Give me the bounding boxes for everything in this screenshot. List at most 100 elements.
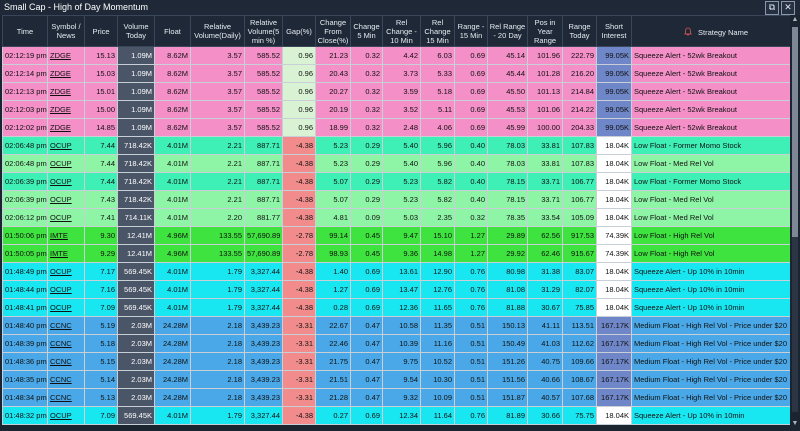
table-row[interactable]: 02:12:13 pm ZDGE 15.01 1.09M 8.62M 3.57 585.52… bbox=[2, 82, 790, 101]
scroll-down-icon[interactable]: ▼ bbox=[791, 420, 799, 427]
column-header[interactable]: Gap(%) bbox=[282, 15, 316, 47]
symbol-link[interactable]: CCNC bbox=[47, 388, 85, 407]
table-row[interactable]: 02:06:48 pm OCUP 7.44 718.42K 4.01M 2.21 887.7… bbox=[2, 136, 790, 155]
table-cell: 0.69 bbox=[350, 280, 383, 299]
time-cell: 02:06:48 pm bbox=[2, 154, 48, 173]
scroll-thumb[interactable] bbox=[792, 27, 798, 237]
column-header[interactable]: Rel Change - 10 Min bbox=[382, 15, 421, 47]
symbol-link[interactable]: OCUP bbox=[47, 154, 85, 173]
symbol-link[interactable]: ZDGE bbox=[47, 82, 85, 101]
table-cell: 9.36 bbox=[382, 244, 421, 263]
column-header[interactable]: Symbol / News bbox=[47, 15, 85, 47]
table-row[interactable]: 01:48:36 pm CCNC 5.15 2.03M 24.28M 2.18 3,439.… bbox=[2, 352, 790, 371]
table-row[interactable]: 02:06:12 pm OCUP 7.41 714.11K 4.01M 2.20 881.7… bbox=[2, 208, 790, 227]
table-cell: 7.41 bbox=[84, 208, 118, 227]
table-cell: 5.96 bbox=[420, 136, 455, 155]
symbol-link[interactable]: CCNC bbox=[47, 352, 85, 371]
column-header[interactable]: Pos in Year Range bbox=[527, 15, 563, 47]
column-header[interactable]: Rel Change 15 Min bbox=[420, 15, 455, 47]
column-header-label: Pos in Year Range bbox=[533, 17, 557, 45]
table-cell: 887.71 bbox=[244, 154, 283, 173]
table-row[interactable]: 02:06:39 pm OCUP 7.43 718.42K 4.01M 2.21 887.7… bbox=[2, 190, 790, 209]
table-row[interactable]: 01:48:41 pm OCUP 7.09 569.45K 4.01M 1.79 3,327… bbox=[2, 298, 790, 317]
symbol-link[interactable]: CCNC bbox=[47, 334, 85, 353]
table-row[interactable]: 01:48:44 pm OCUP 7.16 569.45K 4.01M 1.79 3,327… bbox=[2, 280, 790, 299]
table-cell: 78.15 bbox=[487, 172, 528, 191]
table-row[interactable]: 01:48:39 pm CCNC 5.18 2.03M 24.28M 2.18 3,439.… bbox=[2, 334, 790, 353]
strategy-cell: Low Float - Med Rel Vol bbox=[631, 208, 790, 227]
table-cell: 3.73 bbox=[382, 64, 421, 83]
table-cell: 2.18 bbox=[190, 388, 245, 407]
table-cell: 33.81 bbox=[527, 136, 563, 155]
table-row[interactable]: 02:12:19 pm ZDGE 15.13 1.09M 8.62M 3.57 585.52… bbox=[2, 46, 790, 65]
table-row[interactable]: 01:50:05 pm IMTE 9.29 12.41M 4.96M 133.55 57,6… bbox=[2, 244, 790, 263]
column-header[interactable]: Relative Volume(Daily) bbox=[190, 15, 245, 47]
symbol-link[interactable]: CCNC bbox=[47, 316, 85, 335]
short-interest-cell: 167.17K bbox=[596, 352, 632, 371]
column-header[interactable]: Strategy Name bbox=[631, 15, 790, 47]
table-cell: 222.79 bbox=[562, 46, 597, 65]
symbol-link[interactable]: OCUP bbox=[47, 280, 85, 299]
symbol-link[interactable]: OCUP bbox=[47, 136, 85, 155]
symbol-link[interactable]: ZDGE bbox=[47, 64, 85, 83]
table-cell: 4.01M bbox=[154, 280, 191, 299]
symbol-link[interactable]: OCUP bbox=[47, 298, 85, 317]
symbol-link[interactable]: OCUP bbox=[47, 172, 85, 191]
vertical-scrollbar[interactable]: ▲ ▼ bbox=[790, 15, 800, 429]
scroll-up-icon[interactable]: ▲ bbox=[791, 16, 799, 23]
table-cell: 0.69 bbox=[350, 406, 383, 425]
column-header[interactable]: Float bbox=[154, 15, 191, 47]
restore-icon[interactable]: ⧉ bbox=[765, 1, 779, 15]
symbol-link[interactable]: OCUP bbox=[47, 208, 85, 227]
table-row[interactable]: 02:06:39 pm OCUP 7.44 718.42K 4.01M 2.21 887.7… bbox=[2, 172, 790, 191]
symbol-link[interactable]: OCUP bbox=[47, 190, 85, 209]
column-header-label: Float bbox=[164, 26, 181, 36]
close-icon[interactable]: ✕ bbox=[781, 1, 795, 15]
symbol-link[interactable]: OCUP bbox=[47, 262, 85, 281]
column-header[interactable]: Change 5 Min bbox=[350, 15, 383, 47]
table-cell: 112.62 bbox=[562, 334, 597, 353]
table-cell: 0.29 bbox=[350, 154, 383, 173]
table-row[interactable]: 01:48:49 pm OCUP 7.17 569.45K 4.01M 1.79 3,327… bbox=[2, 262, 790, 281]
table-row[interactable]: 02:06:48 pm OCUP 7.44 718.42K 4.01M 2.21 887.7… bbox=[2, 154, 790, 173]
table-cell: 24.28M bbox=[154, 352, 191, 371]
table-row[interactable]: 02:12:03 pm ZDGE 15.00 1.09M 8.62M 3.57 585.52… bbox=[2, 100, 790, 119]
volume-cell: 569.45K bbox=[117, 262, 155, 281]
symbol-link[interactable]: ZDGE bbox=[47, 118, 85, 137]
column-header[interactable]: Short Interest bbox=[596, 15, 632, 47]
table-row[interactable]: 02:12:02 pm ZDGE 14.85 1.09M 8.62M 3.57 585.52… bbox=[2, 118, 790, 137]
symbol-link[interactable]: ZDGE bbox=[47, 46, 85, 65]
column-header[interactable]: Price bbox=[84, 15, 118, 47]
table-row[interactable]: 02:12:14 pm ZDGE 15.03 1.09M 8.62M 3.57 585.52… bbox=[2, 64, 790, 83]
table-cell: 3,439.23 bbox=[244, 334, 283, 353]
symbol-link[interactable]: IMTE bbox=[47, 244, 85, 263]
column-header[interactable]: Rel Range - 20 Day bbox=[487, 15, 528, 47]
column-header[interactable]: Change From Close(%) bbox=[315, 15, 351, 47]
symbol-link[interactable]: OCUP bbox=[47, 406, 85, 425]
table-row[interactable]: 01:48:40 pm CCNC 5.19 2.03M 24.28M 2.18 3,439.… bbox=[2, 316, 790, 335]
time-cell: 01:48:40 pm bbox=[2, 316, 48, 335]
time-cell: 01:48:39 pm bbox=[2, 334, 48, 353]
column-header[interactable]: Range - 15 Min bbox=[454, 15, 488, 47]
table-cell: 0.69 bbox=[454, 46, 488, 65]
table-row[interactable]: 01:48:35 pm CCNC 5.14 2.03M 24.28M 2.18 3,439.… bbox=[2, 370, 790, 389]
symbol-link[interactable]: CCNC bbox=[47, 370, 85, 389]
column-header[interactable]: Range Today bbox=[562, 15, 597, 47]
table-row[interactable]: 01:48:34 pm CCNC 5.13 2.03M 24.28M 2.18 3,439.… bbox=[2, 388, 790, 407]
table-cell: 5.23 bbox=[382, 190, 421, 209]
table-row[interactable]: 01:48:32 pm OCUP 7.09 569.45K 4.01M 1.79 3,327… bbox=[2, 406, 790, 425]
gap-cell: 0.96 bbox=[282, 82, 316, 101]
table-cell: 0.51 bbox=[454, 352, 488, 371]
table-cell: 8.62M bbox=[154, 100, 191, 119]
table-cell: 10.30 bbox=[420, 370, 455, 389]
symbol-link[interactable]: ZDGE bbox=[47, 100, 85, 119]
table-cell: 106.77 bbox=[562, 172, 597, 191]
table-row[interactable]: 01:50:06 pm IMTE 9.30 12.41M 4.96M 133.55 57,6… bbox=[2, 226, 790, 245]
symbol-link[interactable]: IMTE bbox=[47, 226, 85, 245]
table-cell: 3.59 bbox=[382, 82, 421, 101]
column-header[interactable]: Volume Today bbox=[117, 15, 155, 47]
table-cell: 3.57 bbox=[190, 64, 245, 83]
column-header[interactable]: Relative Volume(5 min %) bbox=[244, 15, 283, 47]
column-header[interactable]: Time bbox=[2, 15, 48, 47]
gap-cell: -3.31 bbox=[282, 352, 316, 371]
